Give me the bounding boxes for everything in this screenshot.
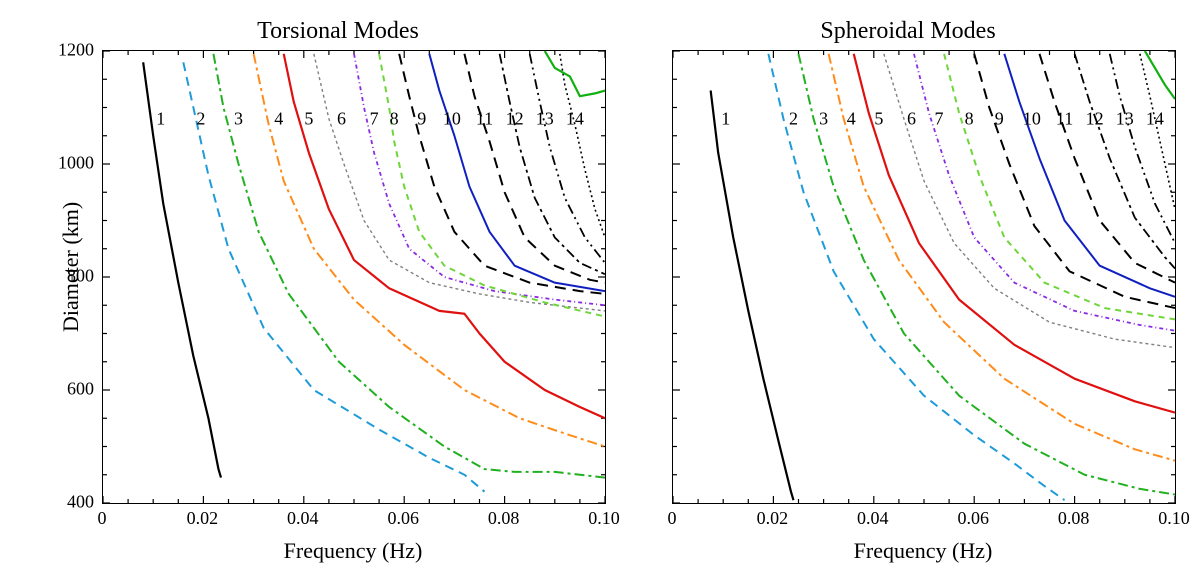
spheroidal-mode-label-9: 9 — [995, 108, 1004, 129]
torsional-mode-label-9: 9 — [417, 108, 426, 129]
spheroidal-mode-label-8: 8 — [965, 108, 974, 129]
torsional-x-axis-label: Frequency (Hz) — [102, 538, 604, 564]
torsional-mode-label-3: 3 — [234, 108, 243, 129]
y-axis-label: Diameter (km) — [58, 188, 84, 346]
torsional-mode-13-curve — [530, 54, 605, 263]
torsional-mode-label-6: 6 — [337, 108, 346, 129]
torsional-xtick-3: 0.06 — [387, 508, 419, 529]
spheroidal-mode-12-curve — [1075, 54, 1175, 269]
torsional-mode-label-14: 14 — [566, 108, 584, 129]
spheroidal-xtick-4: 0.08 — [1058, 508, 1090, 529]
spheroidal-xtick-1: 0.02 — [757, 508, 789, 529]
torsional-mode-label-5: 5 — [304, 108, 313, 129]
torsional-mode-label-7: 7 — [370, 108, 379, 129]
torsional-mode-14-curve — [560, 54, 605, 238]
spheroidal-xtick-3: 0.06 — [957, 508, 989, 529]
torsional-mode-9-curve — [399, 54, 605, 294]
torsional-mode-10-curve — [429, 54, 605, 291]
spheroidal-mode-10-curve — [1004, 54, 1175, 297]
spheroidal-mode-label-10: 10 — [1023, 108, 1041, 129]
torsional-mode-label-13: 13 — [536, 108, 554, 129]
torsional-mode-label-10: 10 — [443, 108, 461, 129]
torsional-plot-area: 1234567891011121314 — [102, 50, 606, 504]
spheroidal-mode-11-curve — [1039, 54, 1175, 283]
torsional-mode-1-curve — [143, 62, 221, 477]
torsional-xtick-4: 0.08 — [488, 508, 520, 529]
spheroidal-mode-2-curve — [768, 54, 1064, 500]
spheroidal-mode-8-curve — [944, 54, 1175, 320]
torsional-xtick-1: 0.02 — [187, 508, 219, 529]
spheroidal-plot-area: 1234567891011121314 — [672, 50, 1176, 504]
torsional-ytick-1: 600 — [44, 379, 94, 400]
torsional-ytick-3: 1000 — [44, 153, 94, 174]
torsional-xtick-2: 0.04 — [287, 508, 319, 529]
spheroidal-mode-label-12: 12 — [1086, 108, 1104, 129]
spheroidal-xtick-2: 0.04 — [857, 508, 889, 529]
figure-root: { "figure": { "width_px": 1200, "height_… — [0, 0, 1200, 581]
spheroidal-mode-6-curve — [884, 54, 1175, 348]
panel-spheroidal: Spheroidal Modes123456789101112131400.02… — [628, 10, 1188, 570]
torsional-mode-7-curve — [354, 54, 605, 305]
torsional-mode-6-curve — [314, 54, 605, 311]
spheroidal-mode-13-curve — [1110, 54, 1175, 243]
spheroidal-title: Spheroidal Modes — [628, 18, 1188, 45]
spheroidal-mode-label-5: 5 — [874, 108, 883, 129]
torsional-mode-label-2: 2 — [196, 108, 205, 129]
spheroidal-x-axis-label: Frequency (Hz) — [672, 538, 1174, 564]
torsional-mode-15-curve — [545, 51, 605, 96]
spheroidal-mode-15-curve — [1145, 51, 1175, 99]
torsional-xtick-5: 0.10 — [588, 508, 620, 529]
spheroidal-mode-label-6: 6 — [907, 108, 916, 129]
spheroidal-mode-14-curve — [1140, 54, 1175, 209]
spheroidal-mode-label-1: 1 — [721, 108, 730, 129]
torsional-curves — [103, 51, 605, 503]
torsional-mode-12-curve — [500, 54, 605, 274]
torsional-ytick-0: 400 — [44, 492, 94, 513]
torsional-mode-8-curve — [379, 54, 605, 317]
spheroidal-mode-1-curve — [711, 91, 794, 501]
spheroidal-mode-7-curve — [914, 54, 1175, 331]
torsional-mode-label-11: 11 — [476, 108, 493, 129]
spheroidal-xtick-5: 0.10 — [1158, 508, 1190, 529]
torsional-xtick-0: 0 — [98, 508, 107, 529]
torsional-title: Torsional Modes — [58, 18, 618, 45]
torsional-mode-label-4: 4 — [274, 108, 283, 129]
spheroidal-mode-label-13: 13 — [1116, 108, 1134, 129]
spheroidal-mode-label-14: 14 — [1146, 108, 1164, 129]
spheroidal-mode-label-4: 4 — [847, 108, 856, 129]
torsional-mode-label-12: 12 — [506, 108, 524, 129]
torsional-mode-label-8: 8 — [390, 108, 399, 129]
spheroidal-mode-label-11: 11 — [1056, 108, 1073, 129]
spheroidal-mode-label-3: 3 — [819, 108, 828, 129]
torsional-mode-2-curve — [183, 62, 484, 491]
spheroidal-xtick-0: 0 — [668, 508, 677, 529]
torsional-ytick-4: 1200 — [44, 40, 94, 61]
panel-torsional: Torsional Modes123456789101112131400.020… — [58, 10, 618, 570]
spheroidal-mode-label-2: 2 — [789, 108, 798, 129]
spheroidal-mode-label-7: 7 — [935, 108, 944, 129]
spheroidal-mode-9-curve — [974, 54, 1175, 308]
torsional-mode-label-1: 1 — [156, 108, 165, 129]
